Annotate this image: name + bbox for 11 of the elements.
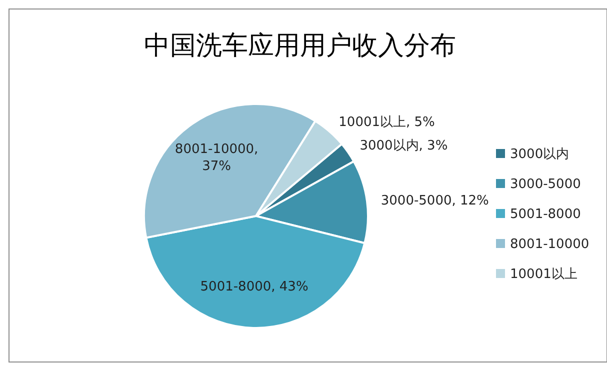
data-label: 8001-10000, 37%	[174, 142, 258, 174]
legend-label: 3000以内	[510, 147, 570, 162]
legend-label: 8001-10000	[510, 237, 590, 252]
legend-label: 10001以上	[510, 267, 578, 282]
data-label: 10001以上, 5%	[338, 114, 435, 130]
chart-title: 中国洗车应用用户收入分布	[144, 31, 456, 61]
legend-label: 3000-5000	[510, 177, 581, 192]
data-label: 3000以内, 3%	[360, 138, 448, 154]
legend-label: 5001-8000	[510, 207, 581, 222]
data-label: 3000-5000, 12%	[380, 193, 489, 208]
data-label: 5001-8000, 43%	[200, 279, 308, 294]
